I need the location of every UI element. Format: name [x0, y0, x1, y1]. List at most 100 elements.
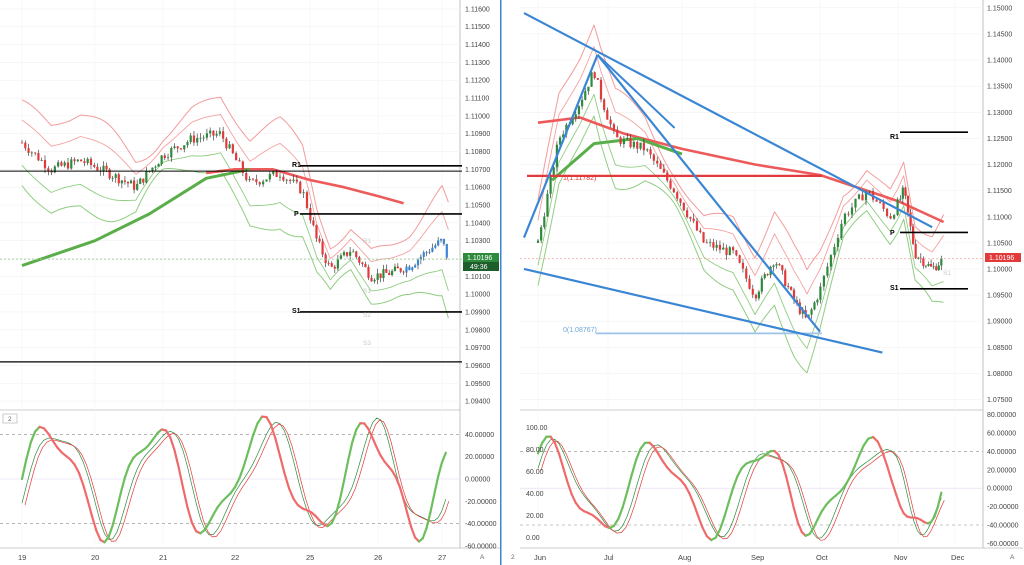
right-candle-body	[816, 299, 819, 303]
right-candle-body	[722, 247, 725, 250]
left-candle-body	[285, 179, 288, 181]
right-candle-body	[878, 201, 882, 203]
left-osc-main-seg	[351, 428, 358, 444]
left-candle-body	[358, 257, 361, 263]
left-candle-body	[238, 160, 241, 162]
left-candle-body	[396, 266, 399, 269]
left-osc-main-seg	[437, 461, 444, 478]
right-osc-main-seg	[692, 502, 700, 517]
left-candle-body	[321, 241, 324, 255]
right-osc-main-seg	[549, 435, 556, 444]
left-osc-tag-box[interactable]	[2, 413, 18, 424]
right-bb-lower-inner	[537, 93, 944, 349]
left-candle-body	[163, 155, 166, 159]
right-candle-body	[896, 199, 899, 216]
right-price-tick: 1.12500	[987, 136, 1012, 143]
left-candle-body	[275, 171, 278, 177]
right-candle-body	[899, 198, 902, 200]
left-candle-body	[442, 238, 446, 244]
right-candle-body	[819, 286, 822, 300]
right-corner[interactable]: A	[1010, 554, 1015, 561]
right-candle-body	[672, 188, 675, 193]
left-candle-body	[24, 142, 27, 149]
right-candle-body	[919, 257, 922, 259]
right-price-tick: 1.09000	[987, 319, 1012, 326]
right-candle-body	[656, 160, 659, 164]
left-candle-body	[399, 268, 402, 272]
right-bb-lower-outer	[537, 115, 944, 374]
right-osc-main-seg	[731, 475, 739, 489]
right-candle-body	[679, 198, 682, 203]
right-osc-main-seg	[777, 453, 784, 465]
left-candle-body	[170, 148, 173, 158]
left-timer-badge-text: 49:36	[470, 264, 488, 271]
right-osc-main-seg	[574, 501, 582, 510]
left-candle-body	[123, 180, 127, 182]
left-candle-body	[235, 153, 238, 161]
indicator-lines	[20, 24, 945, 544]
right-osc-main-seg	[792, 507, 800, 524]
panel-divider	[500, 0, 502, 565]
right-candle-body	[725, 247, 728, 256]
left-osc-main-seg	[20, 458, 28, 481]
left-candle-body	[43, 160, 47, 169]
left-candle-body	[102, 165, 105, 172]
left-candle-body	[258, 182, 261, 185]
right-candle-body	[843, 213, 847, 224]
right-candle-body	[636, 141, 639, 149]
left-candle-body	[405, 266, 408, 273]
right-candle-body	[781, 265, 784, 271]
left-candle-body	[76, 159, 79, 162]
right-candle-body	[699, 230, 702, 233]
right-candle-body	[778, 264, 781, 266]
right-candle-body	[587, 86, 590, 92]
right-candle-body	[829, 255, 833, 267]
left-candle-body	[222, 131, 225, 139]
right-candle-body	[868, 191, 871, 192]
right-candle-body	[924, 265, 928, 267]
left-candle-body	[179, 148, 183, 150]
right-price-tick: 1.11500	[987, 188, 1012, 195]
left-faint-s2: S2	[363, 312, 371, 319]
right-candle-body	[927, 263, 930, 266]
left-candle-body	[248, 178, 251, 181]
right-osc-main-seg	[808, 526, 815, 536]
right-trend-upper	[523, 12, 933, 229]
right-candle-body	[784, 270, 787, 286]
right-candle-body	[590, 72, 593, 87]
left-candle-body	[66, 162, 70, 169]
left-price-tick: 1.10100	[465, 274, 490, 281]
left-price-tick: 1.10700	[465, 167, 490, 174]
left-osc-main-seg	[390, 469, 398, 479]
right-osc-main-seg	[881, 450, 889, 467]
left-candle-body	[63, 162, 66, 166]
right-candle-body	[686, 210, 689, 217]
left-candle-body	[370, 277, 373, 282]
right-candle-body	[914, 243, 917, 258]
left-corner[interactable]: A	[480, 554, 485, 561]
right-candle-body	[669, 180, 672, 189]
left-candle-body	[93, 165, 96, 167]
right-candle-body	[748, 278, 751, 289]
left-candle-body	[126, 181, 130, 184]
axis-labels: 1.11600 1.11500 1.11400 1.11300 1.11200 1.111…	[18, 5, 1019, 562]
right-osc-tick: -40.00000	[987, 523, 1019, 530]
left-candle-body	[364, 264, 367, 268]
right-osc-main-seg	[688, 492, 695, 505]
left-candle-body	[339, 255, 343, 260]
right-candle-body	[692, 218, 695, 222]
left-candle-body	[295, 179, 298, 182]
left-candle-body	[120, 180, 123, 184]
left-osc-main-seg	[42, 427, 50, 435]
right-candle-body	[616, 129, 619, 138]
left-candle-body	[86, 158, 89, 164]
left-candle-body	[231, 144, 234, 154]
right-osc-tick: 60.00000	[987, 431, 1016, 438]
left-price-tick: 1.11500	[465, 24, 490, 31]
left-candle-body	[282, 176, 285, 181]
right-osc-main-seg	[701, 526, 708, 538]
right-candle-body	[875, 199, 878, 202]
right-candle-body	[833, 246, 836, 256]
right-osc-main-seg	[899, 505, 905, 515]
left-candle-body	[173, 146, 176, 149]
